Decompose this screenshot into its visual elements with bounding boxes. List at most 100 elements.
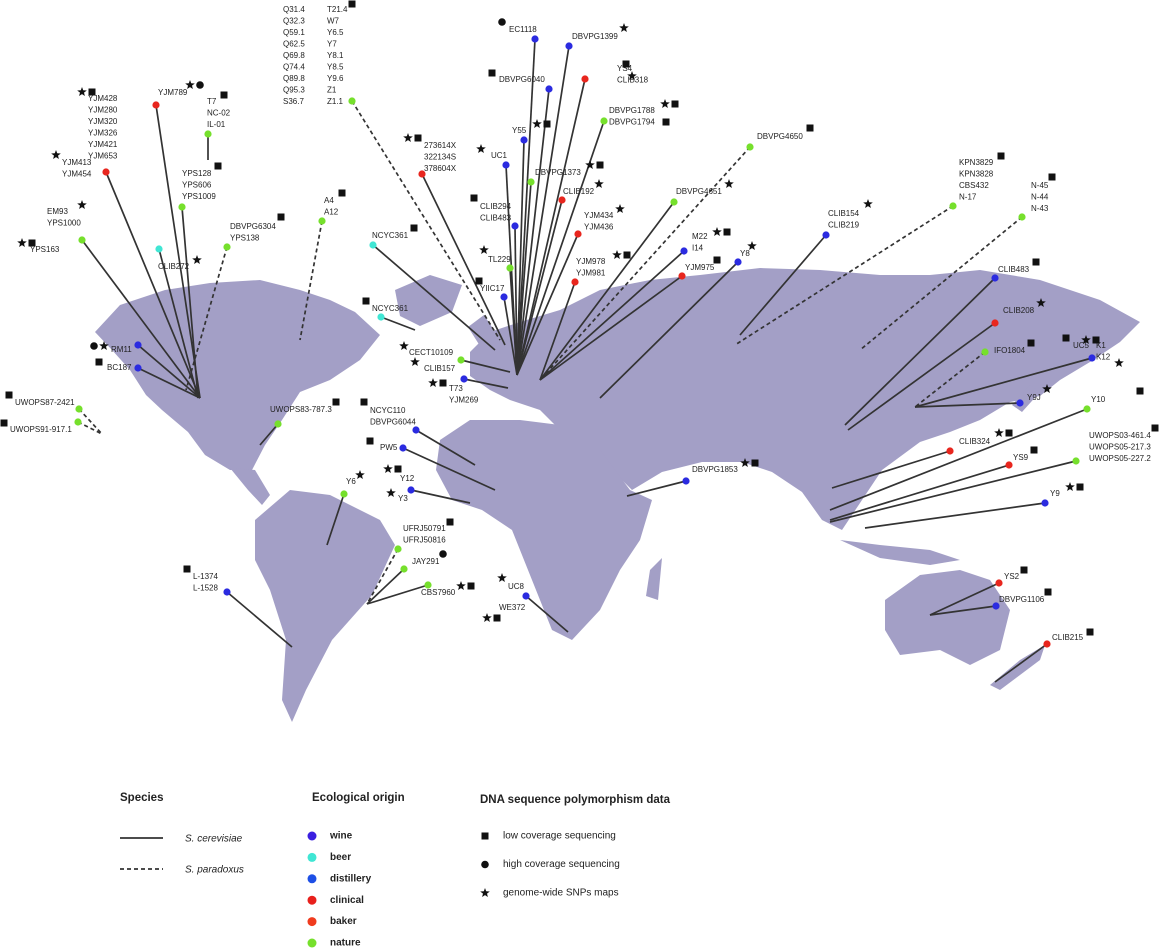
- strain-label: DBVPG1788: [609, 106, 655, 115]
- strain-label: DBVPG1373: [535, 168, 581, 177]
- low-coverage-icon: [623, 251, 631, 259]
- strain-label: YPS606: [182, 181, 212, 190]
- strain-label: YPS163: [30, 245, 60, 254]
- africa: [436, 420, 652, 640]
- strain-label: UC8: [508, 582, 525, 591]
- uk: [468, 315, 494, 346]
- strain-label: Y8.5: [327, 63, 344, 72]
- connector: [137, 367, 201, 399]
- strain-dot: [565, 42, 573, 50]
- strain-dot: [418, 170, 426, 178]
- connector: [516, 78, 586, 376]
- snp-map-icon: [476, 144, 486, 153]
- snp-map-icon: [627, 71, 637, 80]
- strain-group: YJM789: [152, 80, 204, 109]
- strain-label: YJM975: [685, 263, 715, 272]
- strain-dot: [734, 258, 742, 266]
- legend-dot: [307, 852, 317, 862]
- low-coverage-icon: [183, 565, 191, 573]
- low-coverage-icon: [28, 239, 36, 247]
- strain-label: YPS1000: [47, 219, 81, 228]
- strain-label: Z1.1: [327, 97, 344, 106]
- connector: [539, 201, 675, 381]
- low-coverage-icon: [1062, 334, 1070, 342]
- strain-label: IFO1804: [994, 346, 1026, 355]
- connector: [158, 248, 199, 399]
- strain-label: N-43: [1031, 204, 1049, 213]
- connector: [864, 502, 1046, 529]
- strain-label: T21.4: [327, 5, 348, 14]
- madagascar: [646, 558, 662, 600]
- strain-label: RM11: [111, 345, 132, 354]
- strain-label: Q62.5: [283, 40, 305, 49]
- strain-label: A12: [324, 208, 339, 217]
- legend-dot: [307, 938, 317, 948]
- strain-label: CLIB272: [158, 262, 190, 271]
- strain-label: UC5: [1073, 341, 1090, 350]
- strain-group: CLIB192: [558, 179, 604, 204]
- snp-map-icon: [994, 428, 1004, 437]
- snp-map-icon: [192, 255, 202, 264]
- strain-label: NCYC110: [370, 406, 406, 415]
- snp-map-icon: [615, 204, 625, 213]
- strain-group: CBS7960: [421, 581, 475, 597]
- low-coverage-icon: [88, 88, 96, 96]
- strain-dot: [223, 588, 231, 596]
- strain-label: Y9.6: [327, 74, 344, 83]
- strain-label: YJM320: [88, 117, 118, 126]
- snp-map-icon: [1042, 384, 1052, 393]
- strain-group: EC1118: [498, 18, 539, 43]
- strain-group: IFO1804: [981, 339, 1035, 356]
- strain-group: N-45 N-44 N-43: [1018, 173, 1056, 221]
- central-america: [230, 468, 270, 505]
- snp-map-icon: [456, 581, 466, 590]
- strain-dot: [746, 143, 754, 151]
- strain-label: I14: [692, 244, 704, 253]
- strain-label: YS4: [617, 64, 633, 73]
- connector: [77, 421, 103, 435]
- connector: [829, 460, 1077, 523]
- low-coverage-icon: [467, 582, 475, 590]
- strain-group: YJM975: [678, 256, 721, 280]
- strain-label: DBVPG1399: [572, 32, 618, 41]
- strain-label: A4: [324, 196, 334, 205]
- high-coverage-icon: [439, 550, 447, 558]
- low-coverage-icon: [662, 118, 670, 126]
- connector: [914, 357, 1093, 408]
- strain-group: CLIB272: [155, 245, 202, 271]
- snp-map-icon: [482, 613, 492, 622]
- low-coverage-icon: [348, 0, 356, 8]
- strain-label: 273614X: [424, 141, 457, 150]
- strain-group: Q31.4 Q32.3 Q59.1 Q62.5 Q69.8 Q74.4 Q89.8 Q95.3…: [283, 5, 305, 106]
- strain-dot: [75, 405, 83, 413]
- legend: Species S. cerevisiae S. paradoxus Ecologic…: [120, 792, 671, 949]
- strain-dot: [1088, 354, 1096, 362]
- snp-map-icon: [532, 119, 542, 128]
- strain-label: Z1: [327, 86, 337, 95]
- strain-dot: [1018, 213, 1026, 221]
- connector: [539, 281, 576, 381]
- connector: [994, 643, 1048, 683]
- strain-label: S36.7: [283, 97, 304, 106]
- strain-group: NCYC361: [369, 224, 418, 249]
- strain-label: YJM434: [584, 211, 614, 220]
- strain-label: Q59.1: [283, 28, 305, 37]
- strain-dot: [531, 35, 539, 43]
- strain-group: TL229: [479, 245, 514, 272]
- strain-group: Y55: [512, 119, 551, 144]
- strain-dot: [318, 217, 326, 225]
- strain-label: Q74.4: [283, 63, 305, 72]
- legend-label: wine: [329, 831, 353, 842]
- strain-label: DBVPG4651: [676, 187, 722, 196]
- snp-map-icon: [399, 341, 409, 350]
- strain-dot: [155, 245, 163, 253]
- legend-title: Ecological origin: [312, 792, 405, 804]
- strain-group: CLIB324: [946, 428, 1013, 455]
- strain-dot: [511, 222, 519, 230]
- snp-map-icon: [403, 133, 413, 142]
- connector: [299, 220, 323, 341]
- strain-label: YJM326: [88, 129, 118, 138]
- strain-label: CLIB483: [480, 214, 512, 223]
- low-coverage-icon: [723, 228, 731, 236]
- strain-dot: [412, 426, 420, 434]
